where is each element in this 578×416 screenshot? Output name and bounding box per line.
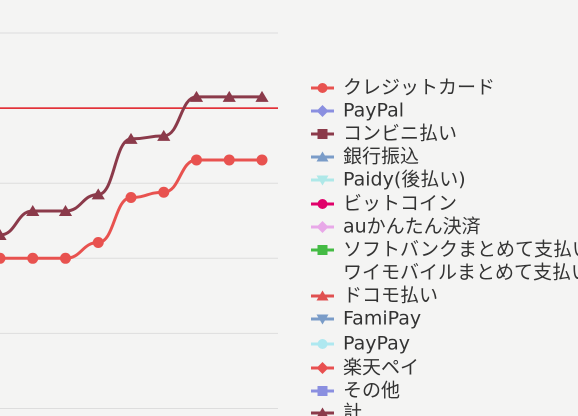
legend-marker	[317, 339, 328, 349]
data-point	[58, 204, 73, 216]
data-point	[26, 204, 40, 216]
legend-marker	[317, 386, 328, 396]
data-point	[191, 154, 202, 166]
data-point	[158, 186, 170, 198]
legend-label: ビットコイン	[343, 193, 457, 215]
legend-label: FamiPay	[343, 308, 421, 330]
data-point	[60, 252, 71, 264]
legend-marker	[316, 362, 329, 374]
legend-label: クレジットカード	[343, 77, 495, 99]
legend-marker	[317, 199, 328, 209]
data-point	[0, 252, 6, 264]
data-point	[91, 188, 105, 200]
legend-marker	[316, 314, 329, 325]
legend-marker	[316, 105, 329, 117]
data-point	[125, 191, 137, 203]
legend-label: Paidy(後払い)	[343, 169, 466, 191]
legend-label: auかんたん決済	[343, 216, 481, 238]
data-point	[27, 252, 39, 264]
legend-label: コンビニ払い	[343, 123, 457, 145]
data-point	[92, 237, 104, 249]
legend-label: PayPay	[343, 333, 410, 355]
legend-label: ワイモバイルまとめて支払い	[343, 262, 578, 284]
data-point	[157, 129, 171, 141]
legend-marker	[317, 83, 328, 93]
legend-marker	[316, 151, 329, 162]
series-line	[0, 95, 262, 237]
data-point	[0, 228, 7, 240]
data-point	[256, 154, 268, 166]
legend-label: PayPal	[343, 100, 404, 122]
data-point	[255, 90, 269, 102]
data-point	[124, 132, 138, 144]
legend-marker	[316, 290, 329, 301]
data-point	[223, 154, 235, 166]
legend-marker	[316, 221, 329, 233]
legend-label: 楽天ペイ	[343, 357, 419, 379]
data-point	[189, 90, 204, 102]
legend-label: ドコモ払い	[343, 285, 438, 307]
legend-label: ソフトバンクまとめて支払い	[343, 239, 578, 261]
legend-marker	[317, 407, 328, 416]
series-line	[0, 158, 262, 260]
data-point	[222, 90, 236, 102]
legend-marker	[317, 245, 328, 255]
legend-marker	[317, 129, 328, 139]
legend-label: 銀行振込	[343, 146, 419, 168]
legend-label: 計	[343, 402, 362, 416]
legend-label: その他	[343, 380, 400, 402]
legend-marker	[316, 175, 329, 186]
